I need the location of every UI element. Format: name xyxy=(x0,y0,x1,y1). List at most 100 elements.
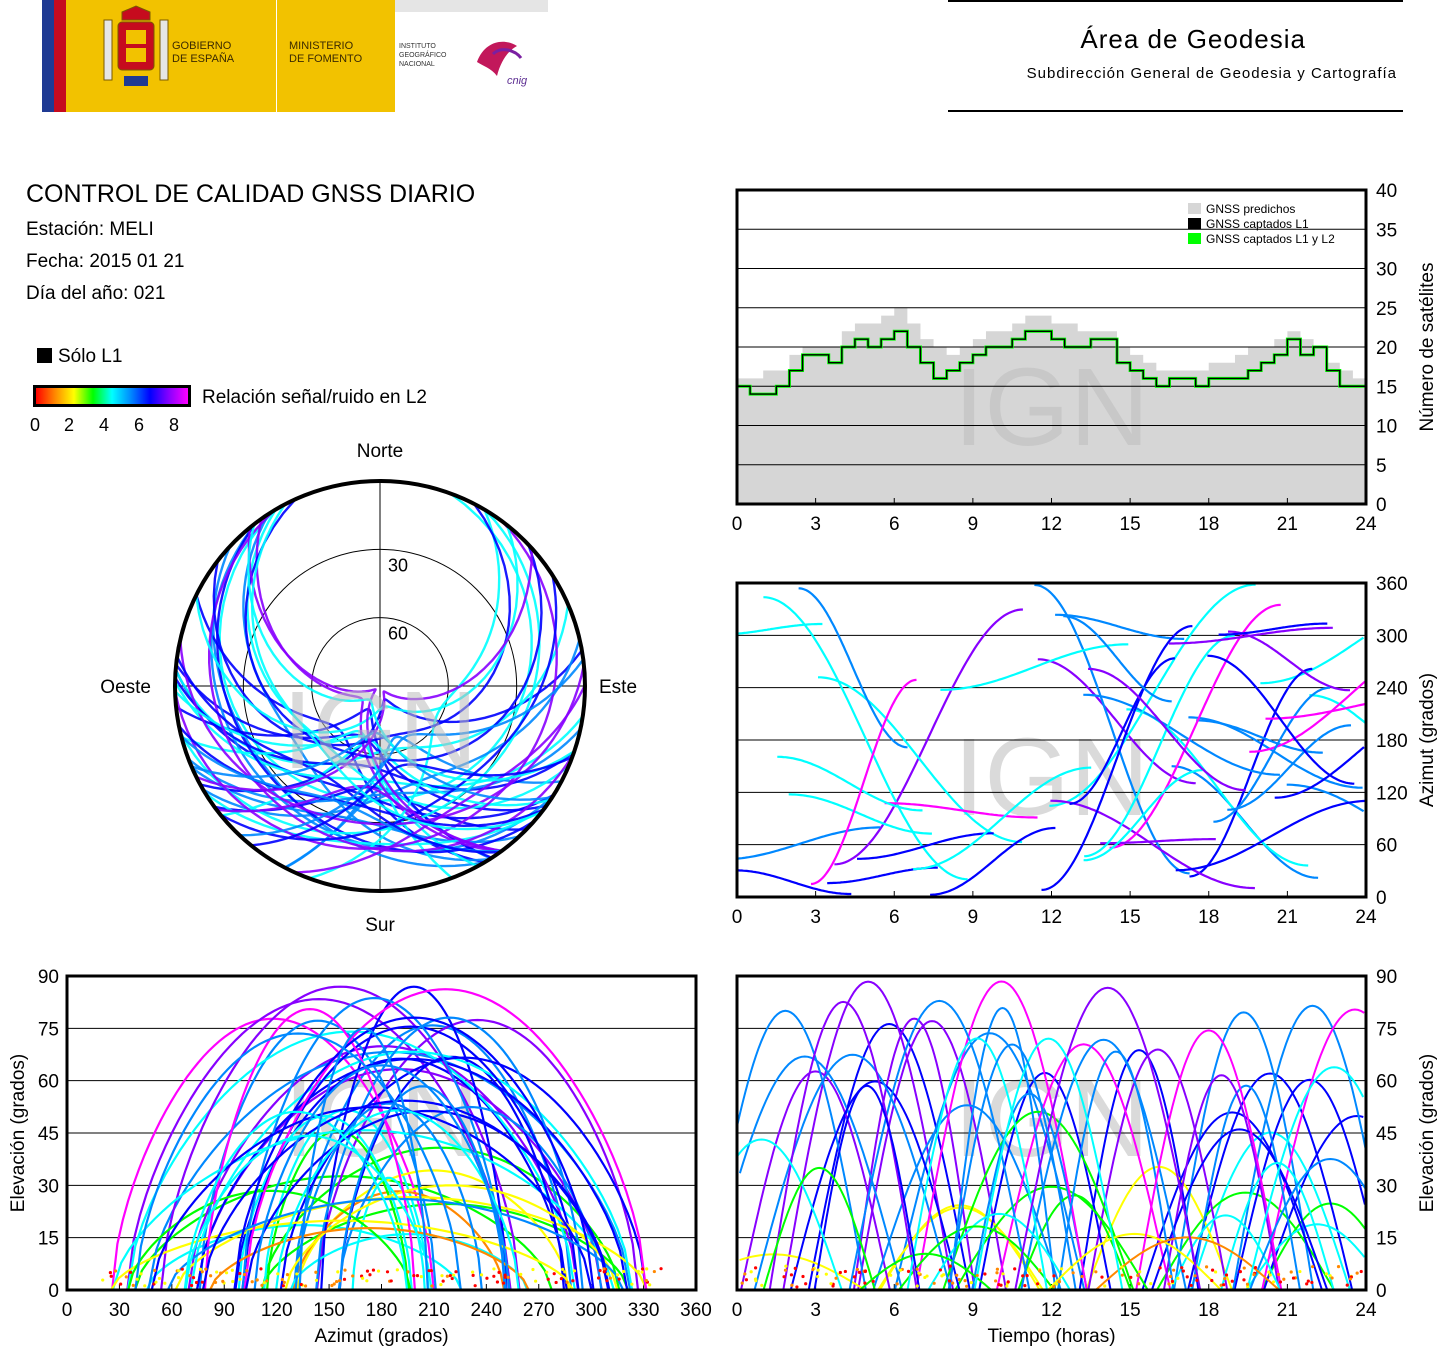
track-point xyxy=(260,1283,264,1287)
track-point xyxy=(975,1273,979,1278)
satellite-track xyxy=(737,826,881,860)
track-point xyxy=(231,1279,235,1284)
satellite-track xyxy=(736,1009,867,1291)
track-point xyxy=(198,1267,203,1271)
legend-swatch xyxy=(1188,233,1201,244)
track-point xyxy=(645,1267,649,1271)
satellite-track xyxy=(1260,1202,1366,1291)
satellite-track xyxy=(1261,1008,1365,1291)
track-point xyxy=(917,1271,921,1275)
satellite-track xyxy=(275,1109,520,1291)
track-point xyxy=(454,1270,458,1274)
track-point xyxy=(1210,1278,1214,1283)
track-point xyxy=(368,1273,372,1277)
track-point xyxy=(994,1279,998,1283)
track-point xyxy=(238,1277,242,1281)
x-tick-label: 21 xyxy=(1277,514,1298,535)
track-point xyxy=(648,1283,652,1287)
track-point xyxy=(189,1283,194,1288)
track-point xyxy=(497,1270,501,1274)
track-point xyxy=(1230,1279,1234,1283)
satellite-track xyxy=(739,1253,866,1291)
track-point xyxy=(1195,1278,1199,1282)
satellite-track xyxy=(788,793,932,835)
only-l1-label: Sólo L1 xyxy=(58,346,123,367)
track-point xyxy=(415,1274,420,1278)
track-point xyxy=(843,1269,847,1274)
track-point xyxy=(303,1284,308,1288)
satellite-track xyxy=(763,596,968,881)
azimuth-tracks xyxy=(737,583,1367,896)
satellite-track xyxy=(1187,1072,1354,1291)
ring-label-60: 60 xyxy=(388,624,408,644)
satellite-track xyxy=(351,1176,426,1291)
track-point xyxy=(760,1283,764,1287)
track-point xyxy=(230,1268,234,1272)
track-point xyxy=(743,1272,747,1276)
skyplot-tracks xyxy=(173,492,587,880)
y-tick-label: 20 xyxy=(1376,338,1397,359)
satellite-track xyxy=(930,826,1056,896)
satellite-track xyxy=(1220,1161,1335,1291)
satellite-track xyxy=(906,1037,1048,1291)
satellite-track xyxy=(1218,622,1328,636)
satellite-track xyxy=(807,1022,971,1291)
track-point xyxy=(1324,1272,1329,1276)
x-tick-label: 90 xyxy=(214,1300,235,1321)
track-point xyxy=(1035,1282,1040,1286)
track-point xyxy=(1289,1270,1293,1274)
track-point xyxy=(824,1272,828,1276)
track-point xyxy=(834,1276,838,1280)
track-point xyxy=(602,1270,606,1274)
track-point xyxy=(534,1279,538,1283)
track-point xyxy=(1268,1273,1272,1277)
satellite-track xyxy=(740,1070,891,1291)
track-point xyxy=(1245,1282,1250,1286)
track-point xyxy=(335,1279,339,1284)
x-tick-label: 0 xyxy=(732,514,743,535)
track-point xyxy=(1005,1284,1009,1288)
y-tick-label: 300 xyxy=(1376,626,1408,647)
track-point xyxy=(552,1272,556,1276)
track-point xyxy=(1224,1273,1229,1277)
y-axis-label: Azimut (grados) xyxy=(1417,673,1438,807)
track-point xyxy=(204,1267,208,1271)
track-point xyxy=(131,1283,135,1287)
track-point xyxy=(561,1267,565,1271)
y-tick-label: 60 xyxy=(38,1072,59,1093)
track-point xyxy=(622,1269,626,1274)
elevation-azimuth-tracks xyxy=(110,985,649,1291)
track-point xyxy=(1052,1274,1056,1278)
satellite-track xyxy=(1084,634,1235,858)
track-point xyxy=(1189,1283,1193,1288)
satellite-track xyxy=(1141,1111,1323,1291)
track-point xyxy=(938,1268,943,1272)
y-tick-label: 45 xyxy=(1376,1124,1397,1145)
track-point xyxy=(448,1274,452,1278)
track-point xyxy=(139,1272,143,1276)
x-tick-label: 6 xyxy=(889,907,900,928)
satellite-track xyxy=(940,643,1129,691)
station-label: Estación: MELI xyxy=(26,219,154,240)
satellite-track xyxy=(1055,613,1185,640)
track-point xyxy=(262,1281,266,1285)
satellite-track xyxy=(884,802,1038,819)
satellite-track xyxy=(859,1252,992,1291)
x-tick-label: 3 xyxy=(810,1300,821,1321)
satellite-track xyxy=(1109,603,1281,849)
x-tick-label: 21 xyxy=(1277,907,1298,928)
satellite-track xyxy=(810,678,917,886)
satellite-track xyxy=(1088,667,1246,792)
track-point xyxy=(177,1269,181,1273)
south-label: Sur xyxy=(365,915,395,936)
track-point xyxy=(101,1278,105,1282)
x-tick-label: 0 xyxy=(62,1300,73,1321)
institute-band: INSTITUTO GEOGRÁFICO NACIONAL cnig xyxy=(395,0,548,112)
y-tick-label: 0 xyxy=(48,1281,59,1302)
track-point xyxy=(215,1270,219,1274)
x-tick-label: 18 xyxy=(1198,907,1219,928)
elevation-time-tracks xyxy=(736,980,1367,1291)
track-point xyxy=(157,1276,162,1281)
